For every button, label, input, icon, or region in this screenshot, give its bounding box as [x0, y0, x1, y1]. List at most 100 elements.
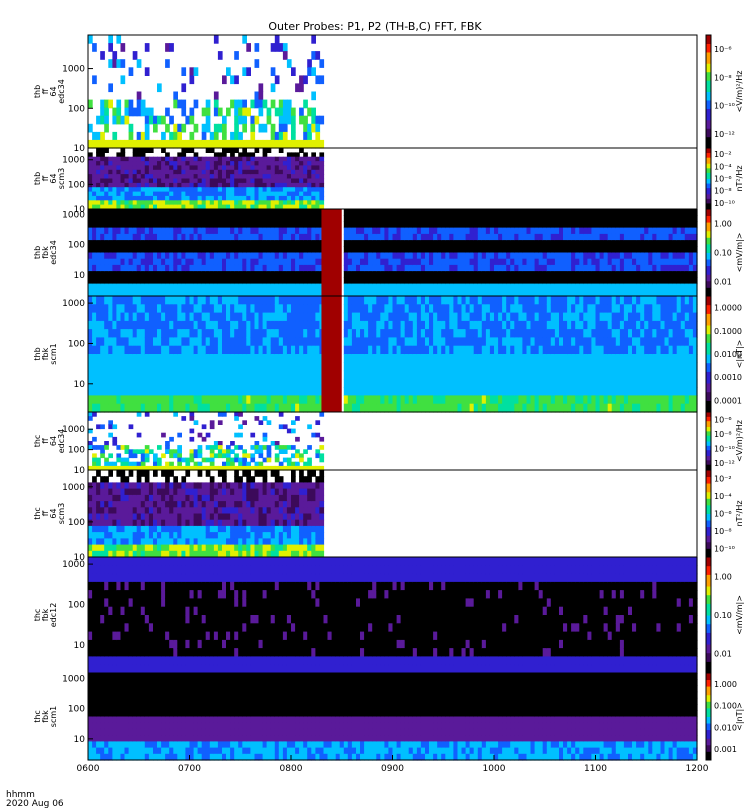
heatmap-cell — [287, 284, 292, 291]
heatmap-cell — [458, 337, 463, 346]
heatmap-cell — [425, 221, 430, 228]
heatmap-cell — [185, 329, 190, 338]
heatmap-cell — [202, 132, 207, 141]
heatmap-cell — [295, 304, 300, 313]
heatmap-cell — [157, 183, 162, 188]
heatmap-cell — [364, 304, 369, 313]
heatmap-cell — [287, 161, 292, 166]
heatmap-cell — [279, 43, 284, 52]
heatmap-cell — [238, 404, 243, 413]
heatmap-cell — [527, 215, 532, 222]
heatmap-cell — [185, 277, 190, 284]
heatmap-cell — [583, 259, 588, 266]
heatmap-cell — [648, 246, 653, 253]
heatmap-cell — [551, 221, 556, 228]
heatmap-cell — [267, 362, 272, 371]
heatmap-cell — [157, 140, 162, 149]
heatmap-cell — [502, 371, 507, 380]
heatmap-cell — [96, 277, 101, 284]
heatmap-cell — [547, 337, 552, 346]
heatmap-cell — [689, 240, 694, 247]
heatmap-cell — [644, 277, 649, 284]
heatmap-cell — [543, 304, 548, 313]
heatmap-cell — [214, 161, 219, 166]
heatmap-cell — [125, 234, 130, 241]
heatmap-cell — [388, 379, 393, 388]
heatmap-cell — [238, 277, 243, 284]
heatmap-cell — [591, 209, 596, 216]
heatmap-cell — [470, 337, 475, 346]
heatmap-cell — [393, 284, 398, 291]
heatmap-cell — [242, 296, 247, 305]
heatmap-cell — [417, 284, 422, 291]
heatmap-cell — [518, 354, 523, 363]
heatmap-cell — [267, 304, 272, 313]
heatmap-cell — [376, 346, 381, 355]
heatmap-cell — [482, 246, 487, 253]
heatmap-cell — [372, 228, 377, 235]
heatmap-cell — [198, 187, 203, 192]
heatmap-cell — [137, 148, 142, 153]
heatmap-cell — [149, 246, 154, 253]
heatmap-cell — [214, 337, 219, 346]
heatmap-cell — [230, 75, 235, 84]
heatmap-cell — [462, 354, 467, 363]
heatmap-cell — [214, 200, 219, 205]
heatmap-cell — [673, 234, 678, 241]
heatmap-cell — [299, 187, 304, 192]
heatmap-cell — [242, 387, 247, 396]
heatmap-cell — [246, 152, 251, 157]
heatmap-cell — [96, 404, 101, 413]
heatmap-cell — [591, 387, 596, 396]
heatmap-cell — [421, 240, 426, 247]
heatmap-cell — [267, 192, 272, 197]
heatmap-cell — [555, 329, 560, 338]
heatmap-cell — [315, 346, 320, 355]
heatmap-cell — [303, 404, 308, 413]
heatmap-cell — [141, 313, 146, 322]
heatmap-cell — [376, 354, 381, 363]
heatmap-cell — [563, 228, 568, 235]
heatmap-cell — [466, 404, 471, 413]
heatmap-cell — [133, 329, 138, 338]
heatmap-cell — [242, 265, 247, 272]
heatmap-cell — [125, 174, 130, 179]
heatmap-cell — [291, 209, 296, 216]
heatmap-cell — [295, 371, 300, 380]
heatmap-cell — [543, 379, 548, 388]
heatmap-cell — [535, 346, 540, 355]
heatmap-cell — [413, 329, 418, 338]
heatmap-cell — [137, 221, 142, 228]
heatmap-cell — [640, 221, 645, 228]
heatmap-cell — [129, 354, 134, 363]
heatmap-cell — [250, 183, 255, 188]
heatmap-cell — [96, 304, 101, 313]
heatmap-cell — [181, 337, 186, 346]
heatmap-cell — [352, 354, 357, 363]
heatmap-cell — [141, 304, 146, 313]
heatmap-cell — [165, 346, 170, 355]
heatmap-cell — [514, 253, 519, 260]
heatmap-cell — [234, 265, 239, 272]
heatmap-cell — [255, 346, 260, 355]
heatmap-cell — [429, 265, 434, 272]
heatmap-cell — [218, 329, 223, 338]
heatmap-cell — [458, 354, 463, 363]
heatmap-cell — [190, 284, 195, 291]
heatmap-cell — [384, 337, 389, 346]
heatmap-cell — [669, 234, 674, 241]
heatmap-cell — [527, 209, 532, 216]
heatmap-cell — [413, 246, 418, 253]
heatmap-cell — [527, 321, 532, 330]
heatmap-cell — [462, 304, 467, 313]
heatmap-cell — [287, 337, 292, 346]
heatmap-cell — [226, 387, 231, 396]
heatmap-cell — [210, 329, 215, 338]
heatmap-cell — [449, 362, 454, 371]
heatmap-cell — [161, 165, 166, 170]
heatmap-cell — [502, 346, 507, 355]
heatmap-cell — [567, 379, 572, 388]
heatmap-cell — [514, 321, 519, 330]
heatmap-cell — [283, 354, 288, 363]
heatmap-cell — [234, 75, 239, 84]
